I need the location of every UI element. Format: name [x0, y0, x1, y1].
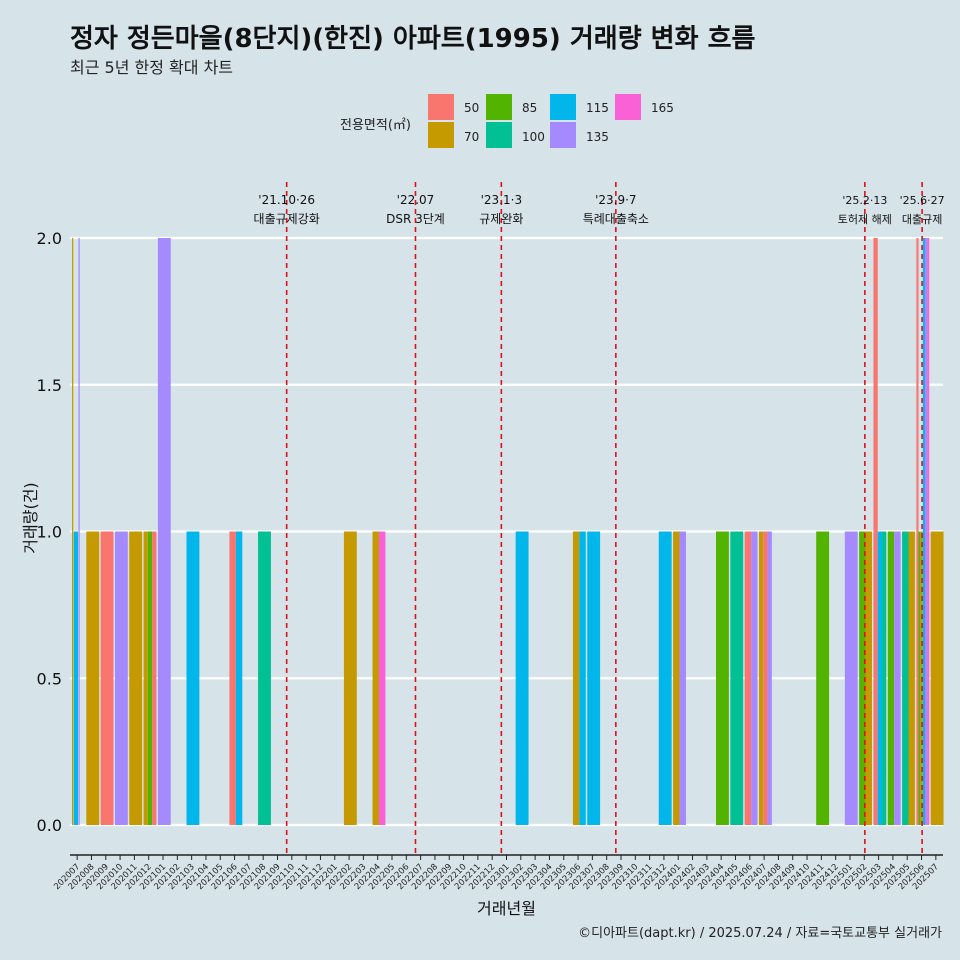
bar [927, 238, 930, 825]
event-date-label: '25.6·27 [900, 194, 945, 207]
bar [114, 531, 128, 825]
bar [157, 238, 171, 825]
bar [258, 531, 271, 825]
legend-swatch-100 [486, 122, 512, 148]
bar [86, 531, 100, 825]
y-tick-label: 0.0 [37, 816, 62, 835]
bar [844, 531, 858, 825]
legend-label-50: 50 [464, 101, 480, 115]
bar [72, 238, 74, 825]
bar [229, 531, 236, 825]
bar [515, 531, 529, 825]
legend-label-165: 165 [651, 101, 674, 115]
y-tick-label: 2.0 [37, 229, 62, 248]
bar [873, 238, 878, 825]
event-name-label: DSR 3단계 [386, 212, 445, 226]
bar [716, 531, 729, 825]
bar [916, 238, 919, 825]
event-date-label: '23.1·3 [481, 193, 522, 207]
bar [865, 531, 873, 825]
y-axis-title: 거래량(건) [21, 482, 40, 553]
y-tick-label: 0.5 [37, 669, 62, 688]
bar [186, 531, 200, 825]
bar [579, 531, 586, 825]
legend-swatch-85 [486, 94, 512, 120]
legend-swatch-70 [428, 122, 454, 148]
event-date-label: '23.9·7 [595, 193, 636, 207]
source-caption: ©디아파트(dapt.kr) / 2025.07.24 / 자료=국토교통부 실… [578, 926, 942, 941]
bar [758, 531, 764, 825]
event-date-label: '22.07 [397, 193, 435, 207]
bar [908, 531, 915, 825]
legend-swatch-165 [615, 94, 641, 120]
bar [235, 531, 243, 825]
bar [372, 531, 379, 825]
bar [673, 531, 680, 825]
legend-swatch-135 [550, 122, 576, 148]
event-date-label: '25.2·13 [842, 194, 887, 207]
bar [679, 531, 686, 825]
bar [572, 531, 580, 825]
bar [767, 531, 772, 825]
bar [763, 531, 768, 825]
bar [378, 531, 386, 825]
bar [922, 238, 925, 825]
event-name-label: 규제완화 [479, 212, 523, 226]
event-name-label: 대출규제 [902, 213, 942, 226]
bar [816, 531, 830, 825]
legend-label-85: 85 [522, 101, 538, 115]
bar [751, 531, 758, 825]
bar [902, 531, 909, 825]
bar [887, 531, 895, 825]
bar [100, 531, 114, 825]
bar [894, 531, 901, 825]
bar [730, 531, 744, 825]
bar [147, 531, 153, 825]
bar [859, 531, 866, 825]
event-date-label: '21.10·26 [258, 193, 315, 207]
legend-label-115: 115 [586, 101, 609, 115]
bar [73, 531, 79, 825]
bar [343, 531, 357, 825]
legend-swatch-115 [550, 94, 576, 120]
bar [587, 531, 601, 825]
bar [658, 531, 672, 825]
x-axis-title: 거래년월 [477, 899, 536, 918]
legend-label-100: 100 [522, 130, 545, 144]
bar [882, 531, 887, 825]
legend-swatch-50 [428, 94, 454, 120]
chart-subtitle: 최근 5년 한정 확대 차트 [70, 58, 234, 77]
event-name-label: 토허제 해제 [838, 212, 892, 226]
bar [744, 531, 752, 825]
legend: 전용면적(㎡) 50 70 85 100 115 135 165 [340, 90, 700, 152]
bar [877, 531, 883, 825]
bar [152, 531, 157, 825]
bar [930, 531, 944, 825]
y-tick-label: 1.5 [37, 376, 62, 395]
bar [924, 238, 928, 825]
legend-label-135: 135 [586, 130, 609, 144]
bar [918, 531, 921, 825]
bar [143, 531, 148, 825]
y-tick-label: 1.0 [37, 523, 62, 542]
event-name-label: 대출규제강화 [254, 212, 320, 226]
legend-title: 전용면적(㎡) [340, 118, 411, 133]
legend-label-70: 70 [464, 130, 480, 144]
chart-title: 정자 정든마을(8단지)(한진) 아파트(1995) 거래량 변화 흐름 [70, 24, 756, 54]
bar [129, 531, 143, 825]
bar [78, 238, 80, 825]
event-name-label: 특례대출축소 [583, 212, 649, 226]
